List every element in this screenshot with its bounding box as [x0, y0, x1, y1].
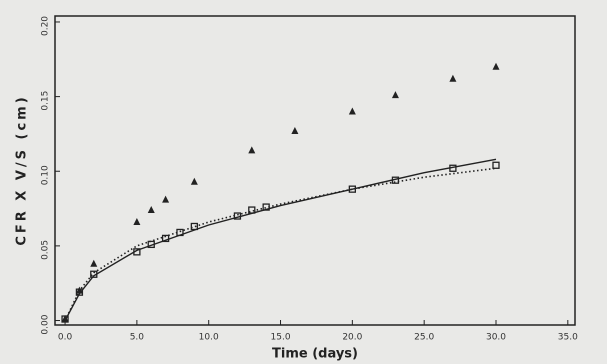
y-tick-label: 0.00: [41, 314, 51, 334]
y-tick-label: 0.10: [41, 165, 51, 185]
triangle-point: [449, 74, 457, 82]
x-tick-label: 15.0: [271, 333, 291, 343]
x-tick-label: 25.0: [414, 333, 434, 343]
y-axis-label: CFR X V/S (cm): [15, 94, 30, 245]
x-tick-label: 0.0: [58, 333, 73, 343]
square-point: [75, 288, 84, 296]
square-point: [61, 315, 69, 323]
triangle-point: [190, 177, 198, 185]
triangle-point: [348, 107, 356, 115]
plot-frame: [54, 15, 576, 326]
triangle-point: [291, 126, 299, 134]
triangle-point: [492, 62, 500, 70]
x-axis-label: Time (days): [272, 347, 358, 362]
triangle-point: [147, 206, 155, 214]
square-point: [492, 161, 500, 169]
triangle-point: [391, 91, 399, 99]
x-tick-label: 10.0: [199, 333, 219, 343]
fit-line: [64, 158, 497, 321]
fit-line: [64, 167, 497, 321]
x-tick-label: 35.0: [558, 333, 578, 343]
y-tick-label: 0.05: [41, 240, 51, 260]
triangle-point: [248, 146, 256, 154]
x-tick-label: 30.0: [486, 333, 506, 343]
x-tick-label: 5.0: [130, 333, 145, 343]
x-tick-label: 20.0: [342, 333, 362, 343]
y-tick-label: 0.20: [41, 16, 51, 36]
y-tick-label: 0.15: [41, 91, 51, 111]
triangle-point: [90, 259, 98, 267]
triangle-point: [133, 218, 141, 225]
triangle-point: [61, 315, 69, 323]
triangle-point: [162, 195, 170, 203]
